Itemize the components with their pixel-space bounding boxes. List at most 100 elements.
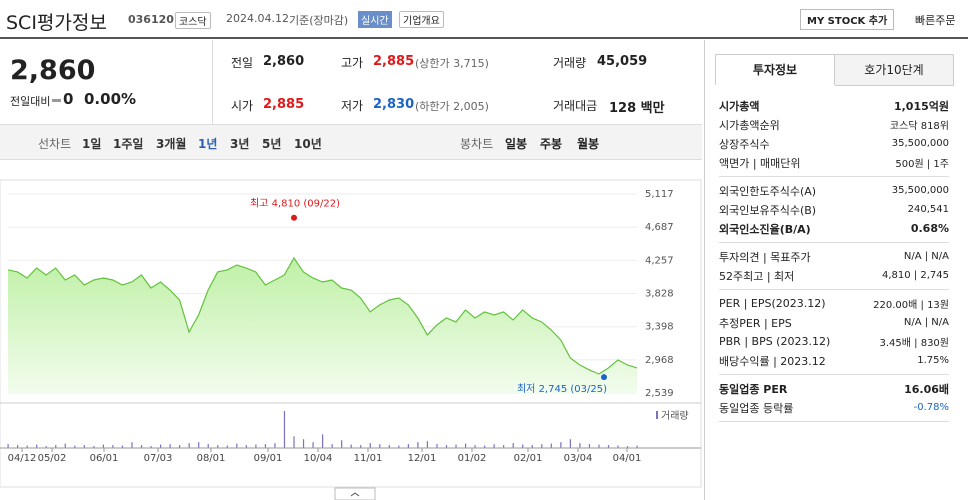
change-label: 전일대비 bbox=[10, 95, 51, 108]
tab-label: 봉차트 bbox=[460, 137, 494, 151]
volume-bar bbox=[484, 445, 486, 448]
stat-value: 128 백만 bbox=[609, 101, 665, 116]
panel-value: 4,810 | 2,745 bbox=[882, 270, 949, 281]
tab[interactable]: 5년 bbox=[262, 137, 282, 151]
volume-bar bbox=[464, 443, 467, 448]
panel-label: 투자의견 | 목표주가 bbox=[719, 250, 811, 264]
volume-bar bbox=[36, 444, 38, 448]
stat-extra: (하한가 2,005) bbox=[415, 100, 489, 113]
tab[interactable]: 10년 bbox=[294, 137, 322, 151]
volume-bar bbox=[474, 445, 476, 448]
extreme-marker bbox=[291, 214, 297, 221]
stat-label: 고가 bbox=[341, 56, 364, 70]
basis: 기준(장마감) bbox=[289, 14, 349, 27]
volume-bar bbox=[150, 446, 152, 448]
volume-bar bbox=[93, 446, 95, 448]
volume-bar bbox=[531, 445, 533, 448]
volume-bar bbox=[512, 443, 514, 448]
panel-label: PER | EPS(2023.12) bbox=[719, 297, 826, 310]
panel-row: 추정PER | EPS N/A | N/A bbox=[719, 313, 949, 332]
panel-group: PER | EPS(2023.12) 220.00배 | 13원 추정PER | E… bbox=[719, 290, 949, 375]
panel-row: PER | EPS(2023.12) 220.00배 | 13원 bbox=[719, 294, 949, 313]
panel-label: 추정PER | EPS bbox=[719, 316, 792, 330]
panel-label: PBR | BPS (2023.12) bbox=[719, 335, 831, 348]
overview-button[interactable]: 기업개요 bbox=[399, 11, 444, 28]
stat-label: 거래대금 bbox=[553, 99, 598, 113]
mystock-button[interactable]: MY STOCK 추가 bbox=[800, 9, 895, 30]
stat-label: 거래량 bbox=[553, 56, 587, 70]
x-tick-label: 04/01 bbox=[613, 453, 642, 464]
panel-row: 투자의견 | 목표주가 N/A | N/A bbox=[719, 247, 949, 266]
tab[interactable]: 3개월 bbox=[156, 137, 187, 151]
panel-row: 동일업종 등락률 -0.78% bbox=[719, 398, 949, 417]
y-tick-label: 3,398 bbox=[645, 322, 674, 333]
volume-bar bbox=[274, 443, 276, 448]
volume-bar bbox=[102, 444, 105, 448]
tab-label: 선차트 bbox=[38, 137, 72, 151]
x-tick-label: 08/01 bbox=[197, 453, 226, 464]
volume-bar bbox=[74, 445, 76, 448]
volume-bar bbox=[331, 444, 333, 448]
volume-bar bbox=[569, 439, 571, 448]
volume-bar bbox=[83, 445, 85, 448]
volume-bar bbox=[217, 445, 219, 448]
panel-row: 상장주식수 35,500,000 bbox=[719, 134, 949, 153]
collapse-icon bbox=[350, 492, 360, 497]
panel-label: 액면가 | 매매단위 bbox=[719, 156, 801, 170]
volume-bar bbox=[626, 446, 629, 448]
volume-bar bbox=[369, 443, 371, 448]
volume-bar bbox=[17, 445, 19, 448]
change: 0 bbox=[63, 90, 74, 108]
volume-bar bbox=[26, 445, 28, 448]
volume-bar bbox=[245, 445, 247, 448]
x-tick-label: 09/01 bbox=[254, 453, 283, 464]
panel-value: N/A | N/A bbox=[903, 317, 949, 328]
chart-tabs: 선차트 1일 1주일 3개월 1년 3년 5년 10년 봉차트 일봉 주봉 월봉 bbox=[0, 124, 702, 160]
panel-group: 외국인한도주식수(A) 35,500,000 외국인보유주식수(B) 240,541 외… bbox=[719, 177, 949, 243]
y-tick-label: 5,117 bbox=[645, 189, 674, 200]
volume-bar bbox=[131, 442, 133, 448]
panel-value: 0.68% bbox=[910, 222, 949, 235]
volume-bar bbox=[426, 441, 429, 448]
panel-label: 외국인한도주식수(A) bbox=[719, 184, 817, 198]
market: 코스닥 bbox=[175, 12, 211, 29]
volume-bar bbox=[7, 444, 9, 448]
panel-row: 외국인한도주식수(A) 35,500,000 bbox=[719, 181, 949, 200]
stat-extra: (상한가 3,715) bbox=[415, 57, 489, 70]
panel-row: 액면가 | 매매단위 500원 | 1주 bbox=[719, 153, 949, 172]
panel-row: 외국인소진율(B/A) 0.68% bbox=[719, 219, 949, 238]
tab[interactable]: 3년 bbox=[230, 137, 250, 151]
panel-label: 외국인보유주식수(B) bbox=[719, 203, 817, 217]
panel-value: 240,541 bbox=[907, 204, 949, 215]
volume-bar bbox=[207, 444, 209, 448]
tab[interactable]: 1주일 bbox=[113, 137, 144, 151]
volume-bar bbox=[169, 444, 171, 448]
x-tick-label: 05/02 bbox=[38, 453, 67, 464]
tab[interactable]: 일봉 bbox=[505, 137, 528, 151]
chart: 5,117 4,687 4,257 3,828 3,398 2,968 2,539 거래량 04… bbox=[0, 179, 702, 500]
x-tick-label: 02/01 bbox=[514, 453, 543, 464]
order-button[interactable]: 빠른주문 bbox=[915, 14, 956, 27]
volume-bar bbox=[398, 445, 400, 448]
volume-bar bbox=[607, 445, 610, 448]
stats: 전일 2,860 고가 2,885 (상한가 3,715) 거래량 45,059 시가 2,88… bbox=[212, 40, 703, 125]
annotation: 최저 2,745 (03/25) bbox=[517, 383, 607, 395]
x-tick-label: 07/03 bbox=[144, 453, 173, 464]
volume-bar bbox=[312, 442, 314, 448]
tab[interactable]: 주봉 bbox=[540, 137, 563, 151]
volume-bar bbox=[541, 444, 543, 448]
volume-bar bbox=[198, 442, 200, 448]
tab[interactable]: 1일 bbox=[82, 137, 102, 151]
panel-tab[interactable]: 호가10단계 bbox=[835, 54, 954, 86]
volume-bar bbox=[140, 445, 143, 448]
tab[interactable]: 월봉 bbox=[577, 137, 600, 151]
panel-tab[interactable]: 투자정보 bbox=[715, 54, 835, 85]
stat-label: 전일 bbox=[231, 56, 254, 70]
tab[interactable]: 1년 bbox=[198, 137, 218, 151]
volume-bar bbox=[236, 443, 238, 448]
volume-bar bbox=[283, 411, 286, 448]
volume-bar bbox=[45, 446, 47, 448]
panel-group: 투자의견 | 목표주가 N/A | N/A 52주최고 | 최저 4,810 | 2,… bbox=[719, 243, 949, 290]
realtime-badge[interactable]: 실시간 bbox=[358, 11, 392, 28]
